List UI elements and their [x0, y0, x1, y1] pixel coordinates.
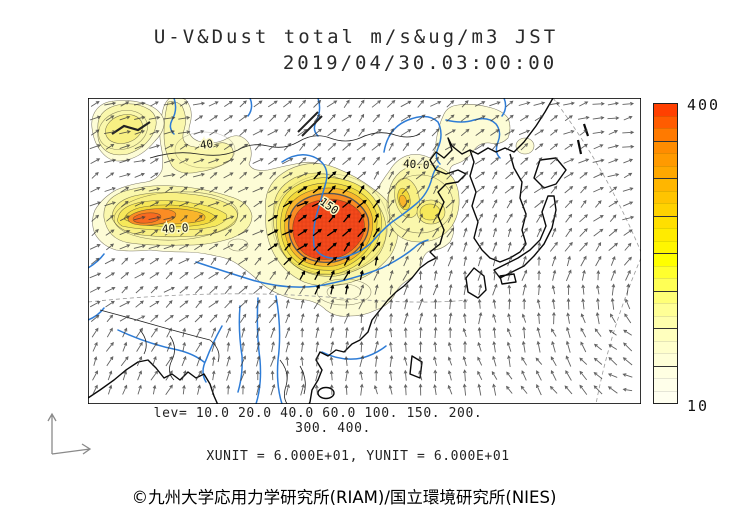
colorbar-band: [654, 128, 677, 141]
colorbar-min-label: 10: [687, 397, 710, 415]
colorbar-band: [654, 115, 677, 128]
colorbar-band: [654, 378, 677, 391]
country-borders: [99, 111, 421, 404]
graticule: [88, 98, 641, 404]
colorbar-band: [654, 278, 677, 291]
colorbar-max-label: 400: [687, 96, 721, 114]
colorbar-band: [654, 190, 677, 203]
colorbar-band: [654, 303, 677, 316]
contour-label: 40.0: [403, 157, 430, 172]
colorbar-band: [654, 265, 677, 278]
contour-label: 40.0: [162, 221, 189, 235]
colorbar-band: [654, 240, 677, 253]
colorbar-band: [654, 253, 677, 266]
contour-levels-line1: lev= 10.0 20.0 40.0 60.0 100. 150. 200.: [153, 406, 483, 421]
colorbar: [653, 103, 678, 404]
extra-contour-rings: [98, 110, 454, 306]
colorbar-band: [654, 104, 677, 116]
colorbar-band: [654, 165, 677, 178]
colorbar-band: [654, 140, 677, 153]
copyright-line: ©九州大学応用力学研究所(RIAM)/国立環境研究所(NIES): [131, 488, 557, 507]
y-axis-arrow-icon: [47, 412, 57, 454]
colorbar-band: [654, 390, 677, 403]
colorbar-band: [654, 353, 677, 366]
colorbar-band: [654, 178, 677, 191]
figure-title: U-V&Dust total m/s&ug/m3 JST: [153, 26, 559, 48]
colorbar-band: [654, 340, 677, 353]
colorbar-band: [654, 228, 677, 241]
axes-indicator: [47, 412, 92, 455]
x-axis-arrow-icon: [51, 443, 92, 455]
rivers: [88, 98, 507, 404]
colorbar-band: [654, 290, 677, 303]
map-plot: 40.0 150 40.0 40: [88, 98, 641, 404]
colorbar-band: [654, 215, 677, 228]
contour-label: 40: [199, 137, 214, 152]
colorbar-band: [654, 328, 677, 341]
contour-levels-line2: 300. 400.: [295, 421, 371, 436]
colorbar-band: [654, 203, 677, 216]
wind-vectors: [89, 99, 635, 396]
colorbar-band: [654, 365, 677, 378]
figure-timestamp: 2019/04/30.03:00:00: [282, 52, 558, 74]
unit-line: XUNIT = 6.000E+01, YUNIT = 6.000E+01: [206, 449, 510, 464]
colorbar-band: [654, 315, 677, 328]
colorbar-band: [654, 153, 677, 166]
